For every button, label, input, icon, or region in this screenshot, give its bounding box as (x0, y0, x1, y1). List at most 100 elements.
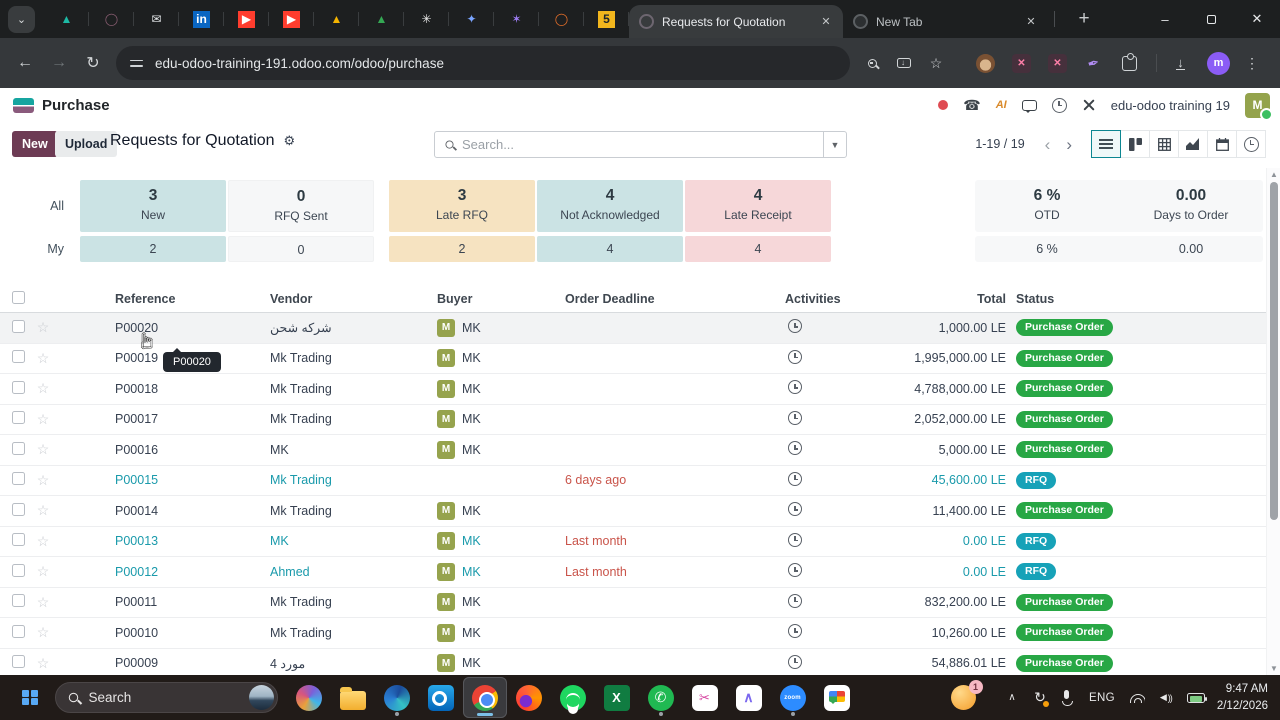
pinned-tab-icon-1[interactable]: ▲ (44, 0, 89, 38)
taskbar-excel[interactable]: X (595, 677, 639, 718)
cell-reference[interactable]: P00019 (115, 351, 159, 366)
taskbar-google-chat[interactable] (815, 677, 859, 718)
pinned-tab-icon-12[interactable]: ◯ (539, 0, 584, 38)
window-maximize-button[interactable] (1188, 0, 1234, 38)
phone-icon[interactable]: ☎ (963, 97, 981, 113)
tray-mic-icon[interactable] (1061, 688, 1075, 708)
forward-button[interactable]: → (51, 54, 67, 71)
window-close-button[interactable]: ✕ (1251, 11, 1263, 26)
pinned-tab-icon-2[interactable]: ◯ (89, 0, 134, 38)
activity-clock-icon[interactable] (788, 532, 802, 547)
activity-clock-icon[interactable] (788, 563, 802, 578)
cell-reference[interactable]: P00017 (115, 412, 159, 427)
kpi-card-new[interactable]: 3 New (80, 180, 226, 232)
taskbar-firefox[interactable] (507, 677, 551, 718)
table-row-p00016[interactable]: ☆ P00016 MK M MK 5,000.00 LE Purchase Or… (0, 435, 1266, 466)
start-button[interactable] (22, 689, 38, 706)
row-checkbox[interactable] (12, 624, 25, 638)
taskbar-clock[interactable]: 9:47 AM 2/12/2026 (1217, 681, 1280, 713)
tray-sync-icon[interactable]: ↻ (1033, 688, 1049, 708)
kpi-card-not-acknowledged[interactable]: 4 (537, 236, 683, 262)
row-checkbox[interactable] (12, 655, 25, 669)
column-vendor[interactable]: Vendor (270, 292, 313, 306)
address-bar[interactable]: edu-odoo-training-191.odoo.com/odoo/purc… (116, 46, 850, 80)
pinned-tab-icon-11[interactable]: ✶ (494, 0, 539, 38)
activity-clock-icon[interactable] (788, 593, 802, 608)
activity-clock-icon[interactable] (788, 471, 802, 486)
window-minimize-button[interactable]: – (1161, 11, 1169, 27)
favorite-star-icon[interactable]: ☆ (36, 319, 50, 336)
browser-profile-avatar[interactable]: m (1207, 51, 1230, 75)
favorite-star-icon[interactable]: ☆ (36, 624, 50, 641)
list-view-button[interactable] (1091, 130, 1121, 158)
kpi-card-rfq-sent[interactable]: 0 RFQ Sent (228, 180, 374, 232)
pinned-tab-youtube-icon[interactable]: ▶ (224, 0, 269, 38)
bookmark-star-icon[interactable]: ☆ (929, 54, 943, 71)
pinned-tab-youtube-icon-2[interactable]: ▶ (269, 0, 314, 38)
favorite-star-icon[interactable]: ☆ (36, 654, 50, 671)
table-row-p00017[interactable]: ☆ P00017 Mk Trading M MK 2,052,000.00 LE… (0, 404, 1266, 435)
taskbar-outlook[interactable] (419, 677, 463, 718)
cell-reference[interactable]: P00013 (115, 534, 159, 549)
new-tab-button[interactable]: + (1078, 8, 1090, 29)
cell-reference[interactable]: P00009 (115, 656, 159, 671)
row-checkbox[interactable] (12, 472, 25, 486)
activity-clock-icon[interactable] (788, 441, 802, 456)
extensions-puzzle-icon[interactable] (1120, 52, 1139, 73)
favorite-star-icon[interactable]: ☆ (36, 441, 50, 458)
company-name[interactable]: edu-odoo training 19 (1110, 97, 1230, 113)
browser-menu-icon[interactable]: ⋮ (1245, 54, 1259, 71)
kpi-card-late-receipt[interactable]: 4 Late Receipt (685, 180, 831, 232)
scrollbar-thumb[interactable] (1270, 182, 1278, 520)
table-row-p00011[interactable]: ☆ P00011 Mk Trading M MK 832,200.00 LE P… (0, 587, 1266, 618)
upload-button[interactable]: Upload (55, 131, 118, 157)
activity-clock-icon[interactable] (788, 624, 802, 639)
activity-clock-icon[interactable] (788, 654, 802, 669)
table-row-p00009[interactable]: ☆ P00009 مورد 4 M MK 54,886.01 LE Purcha… (0, 648, 1266, 675)
column-activities[interactable]: Activities (785, 292, 841, 306)
kpi-card-late-receipt[interactable]: 4 (685, 236, 831, 262)
monkey-extension-icon[interactable] (976, 53, 995, 73)
cell-reference[interactable]: P00012 (115, 564, 159, 579)
column-reference[interactable]: Reference (115, 292, 176, 306)
taskbar-spotify[interactable] (551, 677, 595, 718)
user-avatar[interactable]: M (1245, 92, 1273, 121)
taskbar-chrome[interactable] (462, 677, 507, 718)
column-total[interactable]: Total (977, 292, 1006, 306)
row-checkbox[interactable] (12, 319, 25, 333)
row-checkbox[interactable] (12, 533, 25, 547)
activity-clock-icon[interactable] (788, 410, 802, 425)
search-highlight-image[interactable] (248, 685, 274, 710)
favorite-star-icon[interactable]: ☆ (36, 563, 50, 580)
pinned-tab-openai-icon[interactable]: ✳ (404, 0, 449, 38)
pinned-tab-drive-icon-2[interactable]: ▲ (359, 0, 404, 38)
select-all-checkbox[interactable] (12, 291, 25, 304)
gear-icon[interactable]: ⚙ (283, 133, 296, 148)
table-row-p00013[interactable]: ☆ P00013 MK M MK Last month 0.00 LE RFQ (0, 526, 1266, 557)
tray-wifi-icon[interactable] (1129, 692, 1145, 703)
activity-clock-icon[interactable] (788, 349, 802, 364)
vertical-scrollbar[interactable]: ▲ ▼ (1266, 168, 1280, 675)
row-checkbox[interactable] (12, 380, 25, 394)
tools-icon[interactable] (1082, 98, 1096, 112)
cell-reference[interactable]: P00011 (115, 595, 158, 610)
row-checkbox[interactable] (12, 441, 25, 455)
row-checkbox[interactable] (12, 411, 25, 425)
table-row-p00012[interactable]: ☆ P00012 Ahmed M MK Last month 0.00 LE R… (0, 557, 1266, 588)
favorite-star-icon[interactable]: ☆ (36, 380, 50, 397)
ai-icon[interactable]: AI (995, 99, 1007, 111)
recording-dot-icon[interactable] (938, 100, 949, 110)
send-to-device-icon[interactable] (896, 55, 912, 71)
tab-close-icon[interactable]: ✕ (821, 16, 831, 28)
tab-search-chevron-icon[interactable]: ⌄ (8, 5, 35, 33)
tray-language-label[interactable]: ENG (1089, 691, 1115, 704)
calendar-view-button[interactable] (1207, 130, 1237, 158)
taskbar-edge[interactable] (375, 677, 419, 718)
browser-tab-active[interactable]: Requests for Quotation ✕ (629, 5, 843, 38)
app-name[interactable]: Purchase (42, 96, 110, 114)
row-checkbox[interactable] (12, 563, 25, 577)
favorite-star-icon[interactable]: ☆ (36, 502, 50, 519)
activity-clock-icon[interactable] (788, 380, 802, 395)
taskbar-file-explorer[interactable] (331, 677, 375, 718)
favorite-star-icon[interactable]: ☆ (36, 471, 50, 488)
